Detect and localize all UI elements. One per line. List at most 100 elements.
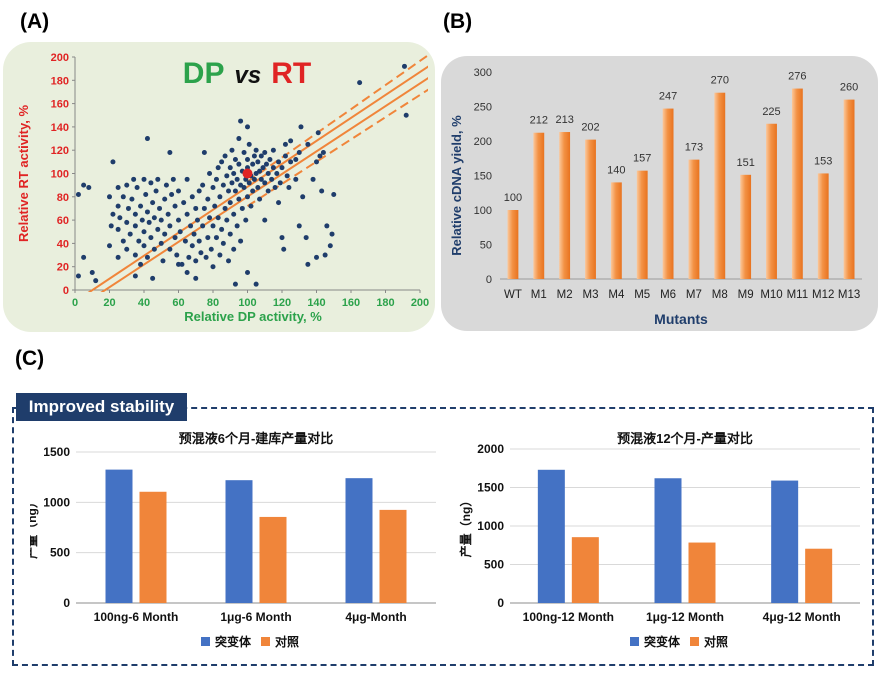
bar bbox=[688, 159, 700, 279]
scatter-point bbox=[357, 80, 363, 86]
y-tick-label: 0 bbox=[486, 274, 492, 286]
bar bbox=[740, 174, 752, 279]
scatter-point bbox=[132, 273, 138, 279]
legend-swatch bbox=[261, 637, 270, 646]
scatter-point bbox=[170, 176, 176, 182]
bar-mutant bbox=[345, 478, 373, 603]
category-label: 4μg-12 Month bbox=[763, 610, 841, 624]
scatter-point bbox=[217, 252, 223, 258]
legend-label: 对照 bbox=[704, 634, 728, 649]
category-label: 100ng-12 Month bbox=[523, 610, 614, 624]
scatter-point bbox=[279, 235, 285, 241]
scatter-point bbox=[319, 188, 325, 194]
category-label: M12 bbox=[812, 289, 834, 301]
scatter-point bbox=[115, 226, 121, 232]
scatter-point bbox=[276, 200, 282, 206]
scatter-point bbox=[258, 153, 264, 159]
panel-label-b: (B) bbox=[443, 10, 473, 33]
scatter-point bbox=[134, 184, 140, 190]
y-tick-label: 1000 bbox=[43, 495, 70, 509]
cdna-yield-bar-chart: 0 50 100 150 200 250 300 100 WT 212 M1 213 M2 202 M3 14… bbox=[441, 56, 878, 331]
scatter-point bbox=[150, 275, 156, 281]
y-tick-label: 2000 bbox=[477, 442, 504, 456]
legend-swatch bbox=[201, 637, 210, 646]
scatter-point bbox=[238, 238, 244, 244]
category-label: M2 bbox=[557, 289, 573, 301]
scatter-point bbox=[227, 231, 233, 237]
scatter-point bbox=[331, 191, 337, 197]
scatter-point bbox=[146, 219, 152, 225]
scatter-point bbox=[229, 180, 235, 186]
scatter-point bbox=[251, 153, 257, 159]
scatter-point bbox=[124, 219, 130, 225]
scatter-point bbox=[220, 182, 226, 188]
scatter-point bbox=[205, 196, 211, 202]
bar-value-label: 212 bbox=[530, 115, 548, 127]
bar-mutant bbox=[537, 469, 565, 603]
y-tick-label: 0 bbox=[63, 285, 69, 297]
scatter-point bbox=[236, 161, 242, 167]
scatter-point bbox=[231, 211, 237, 217]
six-month-yield-bar-chart: 预混液6个月-建库产量对比 0 500 1000 1500 100ng-6 Month 1μ… bbox=[30, 431, 436, 649]
scatter-point bbox=[200, 223, 206, 229]
scatter-point bbox=[403, 112, 409, 118]
scatter-point bbox=[124, 182, 130, 188]
chart-title: 预混液6个月-建库产量对比 bbox=[179, 431, 334, 446]
scatter-point bbox=[212, 203, 218, 209]
scatter-point bbox=[141, 176, 147, 182]
bar-value-label: 276 bbox=[788, 71, 806, 83]
x-tick-label: 200 bbox=[411, 297, 429, 309]
scatter-point bbox=[296, 150, 302, 156]
scatter-point bbox=[110, 211, 116, 217]
scatter-point bbox=[189, 194, 195, 200]
x-tick-label: 40 bbox=[138, 297, 150, 309]
category-label: M1 bbox=[531, 289, 547, 301]
scatter-point bbox=[213, 235, 219, 241]
scatter-point bbox=[303, 235, 309, 241]
scatter-point bbox=[226, 258, 232, 264]
scatter-point bbox=[236, 136, 242, 142]
scatter-point bbox=[179, 261, 185, 267]
scatter-point bbox=[81, 254, 87, 260]
scatter-point bbox=[136, 238, 142, 244]
improved-stability-frame bbox=[12, 407, 874, 666]
legend-swatch bbox=[690, 637, 699, 646]
category-label: M9 bbox=[738, 289, 754, 301]
scatter-point bbox=[286, 184, 292, 190]
scatter-point bbox=[207, 171, 213, 176]
y-tick-label: 150 bbox=[474, 171, 492, 183]
scatter-point bbox=[184, 270, 190, 276]
scatter-point bbox=[324, 223, 330, 229]
scatter-point bbox=[191, 231, 197, 237]
scatter-point bbox=[117, 215, 123, 221]
scatter-point bbox=[144, 209, 150, 215]
scatter-point bbox=[120, 238, 126, 244]
scatter-point bbox=[181, 200, 187, 206]
scatter-point bbox=[329, 231, 335, 237]
y-tick-label: 250 bbox=[474, 102, 492, 114]
scatter-point bbox=[107, 194, 112, 200]
bar bbox=[843, 99, 855, 279]
scatter-point bbox=[246, 141, 252, 147]
scatter-point bbox=[246, 180, 252, 186]
scatter-point bbox=[239, 205, 245, 211]
y-tick-label: 200 bbox=[474, 136, 492, 148]
scatter-point bbox=[167, 246, 173, 252]
legend-label: 对照 bbox=[275, 634, 299, 649]
scatter-point bbox=[315, 130, 321, 136]
bar-value-label: 213 bbox=[555, 114, 573, 126]
scatter-point bbox=[163, 182, 169, 188]
scatter-point bbox=[86, 184, 92, 190]
scatter-point bbox=[314, 159, 319, 165]
category-label: M8 bbox=[712, 289, 728, 301]
scatter-point bbox=[281, 246, 287, 252]
scatter-point bbox=[263, 161, 269, 167]
scatter-point bbox=[194, 217, 200, 223]
x-tick-label: 180 bbox=[376, 297, 394, 309]
chart-title: DP vs RT bbox=[183, 57, 311, 90]
bar-control bbox=[139, 491, 167, 603]
y-tick-label: 50 bbox=[480, 240, 492, 252]
x-axis-label: Relative DP activity, % bbox=[184, 309, 322, 324]
scatter-point bbox=[160, 258, 166, 264]
scatter-point bbox=[265, 188, 271, 194]
